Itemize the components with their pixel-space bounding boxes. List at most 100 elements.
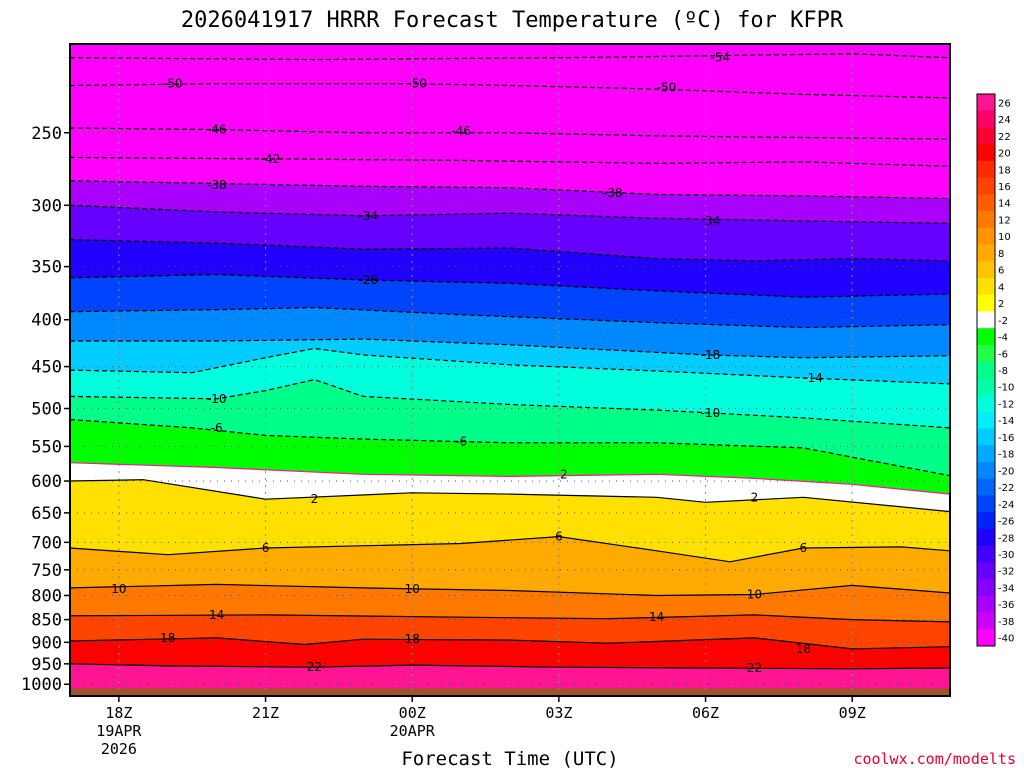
- contour-label: 10: [747, 587, 762, 601]
- y-tick-label: 300: [31, 196, 62, 216]
- isotherm-line: [70, 614, 950, 623]
- colorbar-swatch: [977, 344, 995, 363]
- colorbar-swatch: [977, 595, 995, 614]
- colorbar-swatch: [977, 160, 995, 179]
- colorbar-swatch: [977, 311, 995, 329]
- colorbar-label: 12: [998, 215, 1011, 226]
- isotherm-line: [70, 180, 950, 200]
- colorbar-swatch: [977, 177, 995, 195]
- colorbar-label: -20: [998, 466, 1014, 477]
- x-tick-label: 19APR: [96, 722, 142, 740]
- colorbar-label: -38: [998, 617, 1014, 628]
- isotherm-line: [70, 306, 950, 329]
- y-tick-label: 950: [31, 655, 62, 675]
- colorbar-swatch: [977, 445, 995, 463]
- contour-label: -10: [701, 406, 721, 420]
- y-tick-label: 250: [31, 124, 62, 144]
- y-tick-label: 650: [31, 504, 62, 524]
- contour-label: 10: [111, 582, 126, 596]
- x-tick-label: 00Z: [399, 704, 426, 722]
- isotherm-line: [70, 637, 950, 650]
- colorbar-label: 4: [998, 282, 1004, 293]
- contour-label: -18: [701, 348, 721, 362]
- colorbar-swatch: [977, 629, 995, 647]
- colorbar-label: -4: [998, 333, 1008, 344]
- colorbar-label: 22: [998, 132, 1011, 143]
- y-tick-label: 400: [31, 311, 62, 331]
- isotherm-line: [70, 204, 950, 224]
- colorbar-label: -34: [998, 583, 1014, 594]
- colorbar-label: -8: [998, 366, 1008, 377]
- contour-label: 2: [560, 467, 568, 481]
- isotherm-line: [70, 338, 950, 359]
- colorbar-swatch: [977, 94, 995, 112]
- colorbar-swatch: [977, 361, 995, 379]
- colorbar-label: 10: [998, 232, 1011, 243]
- contour-label: -50: [657, 80, 677, 94]
- colorbar-label: 18: [998, 165, 1011, 176]
- credit-text: coolwx.com/modelts: [853, 750, 1016, 768]
- contour-label: -54: [710, 51, 730, 65]
- colorbar-label: -14: [998, 416, 1014, 427]
- band--54: [70, 44, 950, 60]
- colorbar-swatch: [977, 428, 995, 446]
- colorbar-swatch: [977, 144, 995, 162]
- plot-frame: [69, 43, 951, 697]
- isotherm-line: [70, 462, 950, 495]
- chart-title: 2026041917 HRRR Forecast Temperature (ºC…: [181, 8, 844, 33]
- contour-label: 2: [311, 492, 319, 506]
- y-tick-label: 500: [31, 400, 62, 420]
- x-tick-label: 18Z: [105, 704, 132, 722]
- x-axis-label: Forecast Time (UTC): [401, 748, 618, 768]
- contour-label: 18: [796, 642, 811, 656]
- y-tick-label: 900: [31, 633, 62, 653]
- y-tick-label: 700: [31, 533, 62, 553]
- isotherm-line: [70, 663, 950, 670]
- y-tick-label: 600: [31, 472, 62, 492]
- colorbar-label: 2: [998, 299, 1004, 310]
- isotherm-line: [70, 378, 950, 429]
- plot-area: [70, 44, 950, 696]
- y-axis: 2503003504004505005506006507007508008509…: [21, 124, 70, 695]
- colorbar-swatch: [977, 211, 995, 229]
- contour-label: 18: [160, 631, 175, 645]
- colorbar-label: -12: [998, 399, 1014, 410]
- colorbar-swatch: [977, 227, 995, 246]
- colorbar-swatch: [977, 110, 995, 128]
- colorbar-swatch: [977, 562, 995, 580]
- contour-label: -34: [358, 209, 378, 223]
- contour-label: -50: [407, 77, 427, 91]
- contour-label: -34: [701, 214, 721, 228]
- y-tick-label: 450: [31, 358, 62, 378]
- contour-label: 6: [555, 530, 563, 544]
- colorbar-swatch: [977, 378, 995, 396]
- x-tick-label: 20APR: [390, 722, 436, 740]
- y-tick-label: 750: [31, 561, 62, 581]
- colorbar-label: -16: [998, 433, 1014, 444]
- colorbar-swatch: [977, 194, 995, 212]
- colorbar-swatch: [977, 294, 995, 312]
- isotherm-line: [70, 156, 950, 167]
- y-tick-label: 550: [31, 437, 62, 457]
- contour-label: 6: [800, 541, 808, 555]
- contour-label: -6: [455, 434, 467, 448]
- colorbar-swatch: [977, 328, 995, 346]
- colorbar-swatch: [977, 495, 995, 513]
- colorbar-swatch: [977, 411, 995, 430]
- isotherm-line: [70, 535, 950, 563]
- x-tick-label: 21Z: [252, 704, 279, 722]
- colorbar-frame: [976, 93, 996, 647]
- contour-label: -26: [358, 273, 378, 287]
- isotherm-line: [70, 347, 950, 385]
- isotherm-line: [70, 273, 950, 298]
- contour-label: 22: [307, 660, 322, 674]
- colorbar-label: -6: [998, 349, 1008, 360]
- contour-label: -10: [207, 392, 227, 406]
- y-tick-label: 850: [31, 611, 62, 631]
- colorbar-label: 20: [998, 149, 1011, 160]
- contour-label: -6: [211, 421, 223, 435]
- x-tick-label: 2026: [101, 740, 137, 758]
- contour-label: -46: [451, 124, 471, 138]
- contour-label: 18: [405, 632, 420, 646]
- colorbar-label: -36: [998, 600, 1014, 611]
